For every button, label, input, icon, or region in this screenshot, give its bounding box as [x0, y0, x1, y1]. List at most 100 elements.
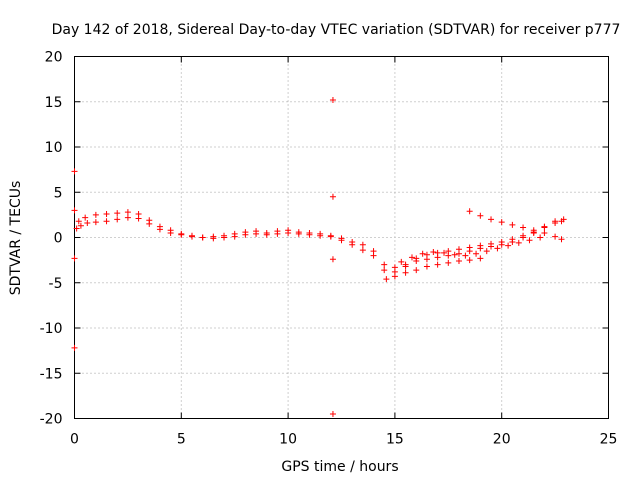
data-point [466, 208, 473, 215]
data-point [77, 222, 84, 229]
data-point [199, 234, 206, 241]
data-point [231, 230, 238, 237]
data-point [477, 212, 484, 219]
y-tick-label: 0 [54, 231, 63, 247]
data-point [295, 229, 302, 236]
data-point [494, 245, 501, 252]
data-point [253, 228, 260, 235]
data-point [383, 276, 390, 283]
data-point [462, 252, 469, 259]
data-point [274, 228, 281, 235]
data-point [92, 219, 99, 226]
data-point [509, 221, 516, 228]
series-group [466, 208, 565, 243]
x-tick-label: 25 [600, 432, 618, 448]
data-point [370, 252, 377, 259]
series-group [71, 96, 336, 417]
data-point [71, 168, 78, 175]
data-point [84, 220, 91, 227]
data-point [402, 269, 409, 276]
data-point [221, 232, 228, 239]
data-points [71, 96, 567, 417]
data-point [73, 225, 80, 232]
data-point [413, 267, 420, 274]
data-point [103, 218, 110, 225]
data-point [552, 218, 559, 225]
data-point [124, 209, 131, 216]
y-tick-label: -20 [40, 412, 63, 428]
data-point [466, 257, 473, 264]
data-point [466, 244, 473, 251]
data-point [71, 207, 78, 214]
data-point [210, 233, 217, 240]
data-point [477, 242, 484, 249]
y-tick-label: 20 [45, 50, 63, 66]
data-point [306, 229, 313, 236]
x-axis-label: GPS time / hours [281, 459, 398, 475]
data-point [541, 229, 548, 236]
grid [74, 56, 609, 419]
data-point [71, 344, 78, 351]
data-point [515, 239, 522, 246]
data-point [178, 230, 185, 237]
data-point [263, 229, 270, 236]
y-axis-label: SDTVAR / TECUs [8, 181, 24, 296]
data-point [530, 227, 537, 234]
data-point [560, 216, 567, 223]
data-point [317, 230, 324, 237]
data-point [71, 255, 78, 262]
data-point [349, 241, 356, 248]
data-point [445, 248, 452, 255]
y-tick-label: 15 [45, 95, 63, 111]
data-point [381, 267, 388, 274]
data-point [477, 255, 484, 262]
data-point [537, 234, 544, 241]
y-tick-label: 5 [54, 185, 63, 201]
data-point [434, 261, 441, 268]
data-point [520, 224, 527, 231]
data-point [359, 247, 366, 254]
data-point [381, 261, 388, 268]
data-point [430, 248, 437, 255]
data-point [488, 216, 495, 223]
data-point [398, 258, 405, 265]
data-point [445, 259, 452, 266]
data-point [520, 232, 527, 239]
data-point [103, 210, 110, 217]
data-point [541, 224, 548, 231]
data-point [423, 263, 430, 270]
data-point [327, 232, 334, 239]
data-point [552, 233, 559, 240]
data-point [402, 263, 409, 270]
data-point [114, 216, 121, 223]
data-point [509, 236, 516, 243]
series-group [398, 234, 544, 265]
data-point [114, 210, 121, 217]
x-tick-label: 10 [279, 432, 297, 448]
data-point [419, 250, 426, 257]
data-point [156, 223, 163, 230]
data-point [92, 211, 99, 218]
data-point [329, 96, 336, 103]
data-point [423, 251, 430, 258]
data-point [359, 241, 366, 248]
x-tick-label: 0 [70, 432, 79, 448]
data-point [558, 236, 565, 243]
data-point [413, 255, 420, 262]
data-point [498, 219, 505, 226]
series-group [75, 209, 567, 275]
x-tick-label: 20 [493, 432, 511, 448]
data-point [124, 214, 131, 221]
data-point [329, 410, 336, 417]
data-point [188, 232, 195, 239]
data-point [408, 254, 415, 261]
data-point [338, 235, 345, 242]
data-point [483, 248, 490, 255]
y-tick-label: -5 [49, 276, 63, 292]
data-point [434, 249, 441, 256]
data-point [329, 256, 336, 263]
data-point [146, 217, 153, 224]
x-tick-label: 5 [177, 432, 186, 448]
data-point [455, 258, 462, 265]
